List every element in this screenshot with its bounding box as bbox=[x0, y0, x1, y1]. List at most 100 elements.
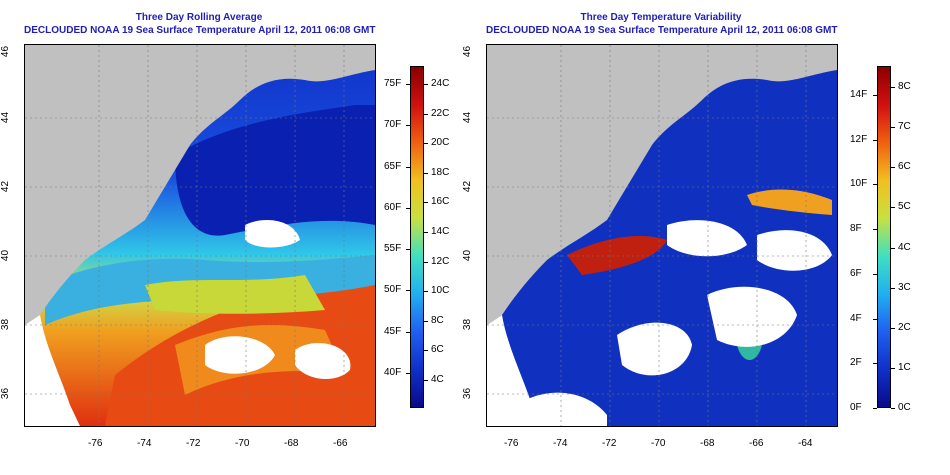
lat-label: 40 bbox=[0, 249, 12, 262]
colorbar-label: 75F bbox=[384, 78, 402, 89]
colorbar-tick bbox=[424, 291, 428, 293]
graticule bbox=[487, 45, 837, 426]
colorbar-tick bbox=[406, 125, 410, 127]
colorbar-label: 18C bbox=[431, 166, 450, 178]
colorbar-label: 0F bbox=[850, 402, 862, 413]
colorbar-label: 16C bbox=[431, 196, 450, 208]
colorbar-label: 4F bbox=[850, 312, 862, 324]
lat-label: 38 bbox=[0, 318, 12, 331]
right-title-line: Three Day Temperature Variability bbox=[580, 12, 742, 23]
colorbar-label: 14F bbox=[850, 89, 868, 100]
colorbar-tick bbox=[424, 380, 428, 381]
colorbar-tick bbox=[424, 84, 428, 85]
colorbar-label: 4C bbox=[898, 241, 911, 253]
right-panel-title: Three Day Temperature Variability DECLOU… bbox=[486, 11, 838, 37]
lat-label: 40 bbox=[462, 249, 474, 262]
lon-label: -68 bbox=[700, 438, 715, 449]
colorbar-tick bbox=[406, 331, 410, 333]
lon-label: -74 bbox=[553, 438, 568, 449]
colorbar-tick bbox=[424, 143, 428, 145]
colorbar-label: 10F bbox=[850, 178, 868, 190]
colorbar-label: 45F bbox=[384, 325, 402, 337]
left-subtitle-line: DECLOUDED NOAA 19 Sea Surface Temperatur… bbox=[24, 25, 376, 36]
colorbar-label: 50F bbox=[384, 284, 402, 296]
colorbar-tick bbox=[873, 273, 877, 275]
colorbar-label: 65F bbox=[384, 160, 402, 172]
colorbar-tick bbox=[424, 350, 428, 352]
right-map-svg bbox=[487, 45, 837, 426]
colorbar-label: 4C bbox=[431, 374, 444, 385]
colorbar-label: 55F bbox=[384, 243, 402, 255]
lat-label: 44 bbox=[462, 111, 474, 124]
cloud-patch bbox=[757, 230, 832, 271]
left-panel-title: Three Day Rolling Average DECLOUDED NOAA… bbox=[24, 11, 376, 37]
left-map-svg bbox=[25, 45, 375, 426]
colorbar-label: 6C bbox=[898, 161, 911, 173]
land-mass bbox=[487, 315, 542, 426]
colorbar-label: 3C bbox=[898, 281, 911, 293]
colorbar-label: 8F bbox=[850, 223, 862, 235]
land-mass bbox=[487, 45, 837, 325]
left-colorbar bbox=[410, 66, 424, 408]
colorbar-label: 24C bbox=[431, 78, 450, 89]
land-mass bbox=[25, 315, 80, 426]
colorbar-label: 60F bbox=[384, 201, 402, 213]
left-map bbox=[24, 44, 376, 427]
colorbar-label: 8C bbox=[898, 81, 911, 92]
colorbar-tick bbox=[891, 247, 895, 249]
right-map bbox=[486, 44, 838, 427]
lat-label: 46 bbox=[462, 45, 474, 58]
cloud-patch bbox=[205, 336, 275, 374]
colorbar-label: 5C bbox=[898, 201, 911, 213]
colorbar-tick bbox=[424, 172, 428, 174]
colorbar-tick bbox=[873, 139, 877, 141]
colorbar-label: 10C bbox=[431, 285, 450, 297]
colorbar-label: 14C bbox=[431, 226, 450, 237]
lat-label: 36 bbox=[462, 387, 474, 400]
colorbar-tick bbox=[891, 127, 895, 129]
colorbar-tick bbox=[406, 84, 410, 85]
lon-label: -64 bbox=[798, 438, 813, 449]
yellow-band bbox=[145, 275, 325, 314]
colorbar-tick bbox=[424, 320, 428, 322]
colorbar-tick bbox=[873, 229, 877, 231]
lon-label: -70 bbox=[235, 438, 250, 449]
colorbar-tick bbox=[873, 363, 877, 365]
colorbar-tick bbox=[424, 202, 428, 204]
lon-label: -72 bbox=[602, 438, 617, 449]
colorbar-tick bbox=[424, 232, 428, 233]
cloud-patch bbox=[707, 286, 797, 347]
colorbar-label: 1C bbox=[898, 361, 911, 373]
colorbar-label: 6F bbox=[850, 267, 862, 279]
colorbar-tick bbox=[406, 207, 410, 209]
cloud-patch bbox=[667, 220, 747, 257]
colorbar-tick bbox=[424, 113, 428, 115]
land-mass bbox=[25, 45, 375, 325]
lon-label: -66 bbox=[749, 438, 764, 449]
colorbar-label: 7C bbox=[898, 121, 911, 133]
colorbar-tick bbox=[891, 327, 895, 329]
right-subtitle-line: DECLOUDED NOAA 19 Sea Surface Temperatur… bbox=[486, 25, 838, 36]
colorbar-tick bbox=[891, 87, 895, 88]
colorbar-tick bbox=[406, 166, 410, 168]
lon-label: -68 bbox=[284, 438, 299, 449]
lon-label: -70 bbox=[651, 438, 666, 449]
colorbar-label: 12F bbox=[850, 133, 868, 145]
colorbar-label: 12C bbox=[431, 255, 450, 267]
colorbar-tick bbox=[406, 373, 410, 374]
colorbar-label: 6C bbox=[431, 344, 444, 356]
cloud-patch bbox=[617, 322, 692, 376]
lon-label: -74 bbox=[137, 438, 152, 449]
medium-variability bbox=[747, 189, 832, 215]
colorbar-tick bbox=[873, 95, 877, 96]
colorbar-label: 8C bbox=[431, 314, 444, 326]
high-variability bbox=[567, 235, 667, 275]
colorbar-tick bbox=[891, 167, 895, 169]
left-title-line: Three Day Rolling Average bbox=[135, 12, 263, 23]
colorbar-tick bbox=[891, 207, 895, 209]
graticule bbox=[25, 45, 375, 426]
colorbar-tick bbox=[873, 318, 877, 320]
colorbar-tick bbox=[891, 408, 895, 409]
lon-label: -76 bbox=[504, 438, 519, 449]
lat-label: 42 bbox=[462, 180, 474, 193]
